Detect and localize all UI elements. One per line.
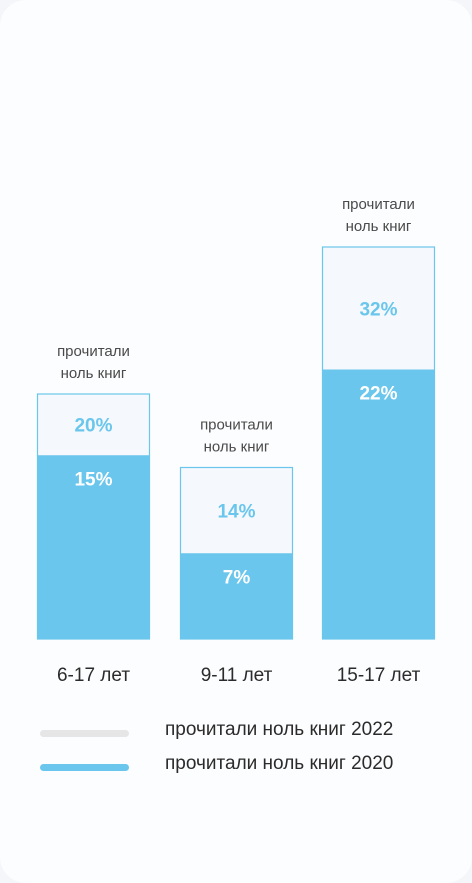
data-label-2022-0: 20% <box>74 416 112 437</box>
category-label-1: 9-11 лет <box>201 665 273 686</box>
bar-chart: 20% 15% прочитали ноль книг 6-17 лет 14% 7% про… <box>36 196 436 686</box>
bar-2020-0 <box>37 455 150 639</box>
legend-item-2020: прочитали ноль книг 2020 <box>40 750 460 784</box>
category-label-0: 6-17 лет <box>57 665 130 686</box>
data-label-2022-2: 32% <box>359 299 397 320</box>
legend-swatch-2022 <box>40 730 129 737</box>
bar-caption-line2-1: ноль книг <box>204 439 270 456</box>
chart-legend: прочитали ноль книг 2022 прочитали ноль … <box>40 716 460 784</box>
bar-caption-line2-2: ноль книг <box>346 218 412 235</box>
legend-swatch-2020 <box>40 764 129 771</box>
bar-caption-line1-2: прочитали <box>342 196 415 213</box>
data-label-2020-1: 7% <box>223 567 251 588</box>
data-label-2022-1: 14% <box>217 501 255 522</box>
legend-label-2020: прочитали ноль книг 2020 <box>165 753 394 774</box>
data-label-2020-2: 22% <box>359 384 397 405</box>
bar-caption-line1-1: прочитали <box>200 417 273 434</box>
bar-caption-line2-0: ноль книг <box>61 365 127 382</box>
category-label-2: 15-17 лет <box>337 665 421 686</box>
legend-item-2022: прочитали ноль книг 2022 <box>40 716 460 750</box>
data-label-2020-0: 15% <box>74 469 112 490</box>
bar-2020-2 <box>322 369 435 639</box>
bar-2020-1 <box>180 553 293 639</box>
legend-label-2022: прочитали ноль книг 2022 <box>165 719 394 740</box>
bar-caption-line1-0: прочитали <box>57 343 130 360</box>
